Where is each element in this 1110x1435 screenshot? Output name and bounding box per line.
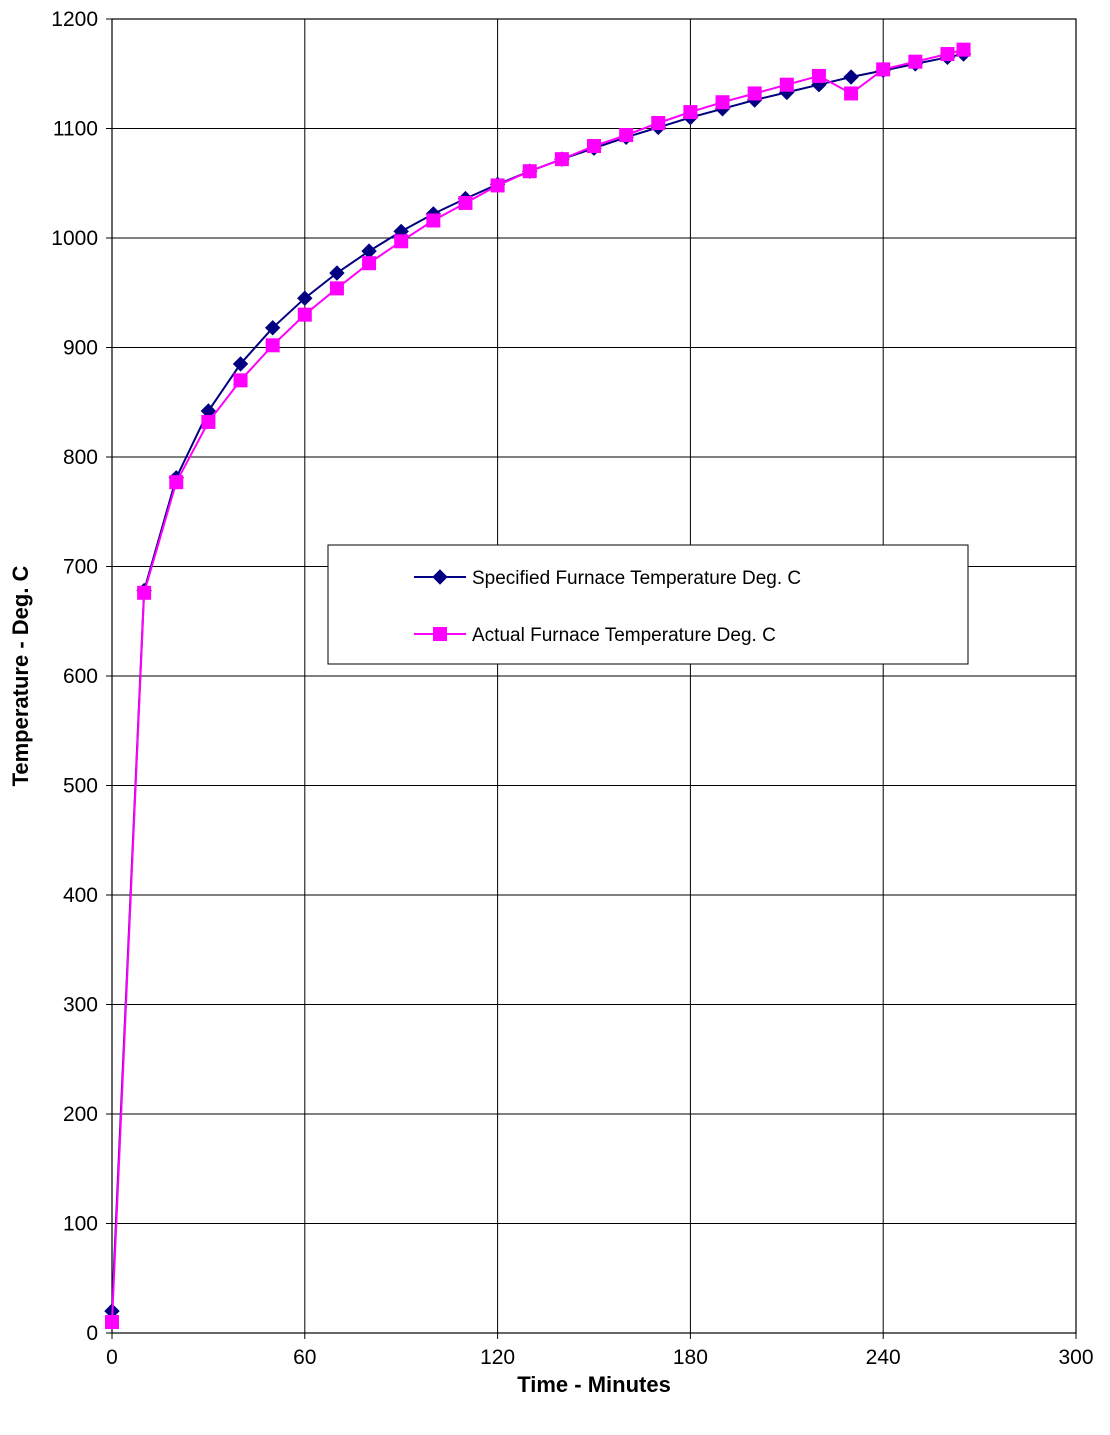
data-point bbox=[811, 68, 826, 83]
data-point bbox=[265, 338, 280, 353]
x-tick-label: 120 bbox=[480, 1346, 515, 1369]
series-1 bbox=[105, 42, 971, 1330]
data-point bbox=[683, 105, 698, 120]
y-tick-label: 1000 bbox=[51, 227, 98, 250]
data-point bbox=[715, 95, 730, 110]
data-point bbox=[619, 128, 634, 143]
data-point bbox=[264, 320, 281, 336]
data-point bbox=[747, 86, 762, 101]
data-point bbox=[779, 77, 794, 92]
data-point bbox=[458, 195, 473, 210]
data-point bbox=[169, 475, 184, 490]
y-tick-label: 100 bbox=[63, 1213, 98, 1236]
y-tick-labels: 0 100 200 300 400 500 600 700 800 900 1000 1100 1200 bbox=[51, 8, 98, 1345]
series bbox=[104, 42, 972, 1330]
data-point bbox=[554, 152, 569, 167]
x-tick-label: 180 bbox=[673, 1346, 708, 1369]
data-point bbox=[490, 178, 505, 193]
x-tick-labels: 0 60 120 180 240 300 bbox=[106, 1346, 1093, 1369]
data-point bbox=[329, 281, 344, 296]
plot-area-frame bbox=[111, 18, 1077, 1334]
data-point bbox=[587, 139, 601, 154]
y-tick-label: 1100 bbox=[53, 118, 98, 141]
data-point bbox=[651, 116, 666, 131]
data-point bbox=[232, 356, 249, 372]
data-point bbox=[361, 243, 377, 259]
y-tick-label: 500 bbox=[63, 775, 98, 798]
data-point bbox=[329, 265, 345, 281]
data-point bbox=[522, 164, 537, 179]
data-point bbox=[843, 69, 859, 85]
y-tick-label: 200 bbox=[63, 1103, 98, 1126]
legend-box bbox=[327, 544, 969, 665]
y-tick-label: 300 bbox=[63, 994, 98, 1017]
data-point bbox=[940, 47, 955, 62]
x-axis-title: Time - Minutes bbox=[517, 1372, 671, 1397]
y-tick-label: 400 bbox=[63, 884, 98, 907]
series-line bbox=[111, 48, 964, 1323]
legend-marker bbox=[433, 627, 447, 641]
data-point bbox=[137, 585, 152, 600]
x-tick-label: 240 bbox=[866, 1346, 901, 1369]
data-point bbox=[362, 256, 377, 271]
legend-entry: Actual Furnace Temperature Deg. C bbox=[414, 625, 776, 646]
legend-label: Actual Furnace Temperature Deg. C bbox=[472, 625, 776, 646]
y-tick-label: 700 bbox=[63, 556, 98, 579]
data-point bbox=[908, 54, 923, 69]
data-point bbox=[201, 414, 216, 429]
data-point bbox=[297, 307, 312, 322]
data-point bbox=[426, 213, 441, 228]
legend: Specified Furnace Temperature Deg. C Actu… bbox=[327, 544, 969, 665]
data-point bbox=[844, 86, 859, 101]
x-tick-label: 0 bbox=[106, 1346, 118, 1369]
y-tick-label: 600 bbox=[63, 665, 98, 688]
data-point bbox=[394, 234, 409, 249]
legend-marker bbox=[432, 569, 448, 585]
data-point bbox=[105, 1315, 119, 1330]
legend-entry: Specified Furnace Temperature Deg. C bbox=[414, 568, 801, 589]
data-point bbox=[233, 373, 248, 388]
x-tick-label: 60 bbox=[293, 1346, 316, 1369]
data-point bbox=[297, 290, 313, 306]
y-tick-label: 800 bbox=[63, 446, 98, 469]
y-tick-label: 900 bbox=[63, 337, 98, 360]
y-tick-label: 0 bbox=[86, 1322, 98, 1345]
y-tick-label: 1200 bbox=[51, 8, 98, 31]
x-tick-label: 300 bbox=[1058, 1346, 1093, 1369]
legend-label: Specified Furnace Temperature Deg. C bbox=[472, 568, 801, 589]
data-point bbox=[876, 62, 891, 77]
grid bbox=[106, 18, 1077, 1339]
series-line bbox=[111, 53, 964, 1312]
y-axis-title: Temperature - Deg. C bbox=[8, 565, 33, 786]
data-point bbox=[956, 42, 971, 57]
